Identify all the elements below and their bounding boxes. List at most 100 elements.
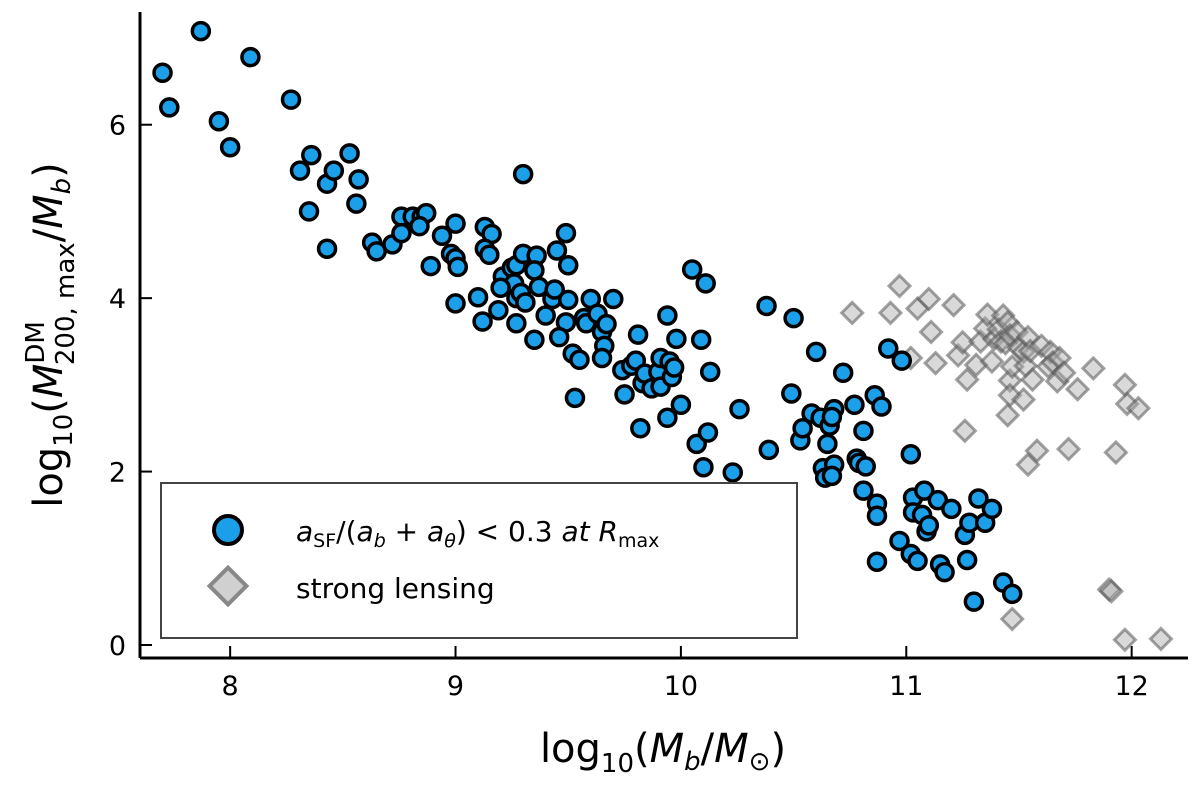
lensing-point [1103, 439, 1129, 466]
galaxy-point [557, 289, 579, 311]
lensing-point [918, 319, 944, 345]
legend-box [160, 482, 798, 639]
galaxy-point [781, 383, 802, 404]
galaxy-point [907, 550, 928, 572]
galaxy-point [866, 505, 888, 527]
x-tick-label: 9 [447, 671, 464, 702]
galaxy-point [891, 350, 913, 371]
lensing-point [979, 348, 1005, 375]
axis-ticks: 8 9 10 11 12 0 2 4 6 [109, 111, 1149, 702]
lensing-point [954, 367, 980, 393]
legend-marker-circle [212, 514, 244, 546]
lensing-point [1148, 626, 1174, 652]
galaxy-point [339, 143, 360, 164]
galaxy-point [152, 62, 173, 83]
legend-label-lensing: strong lensing [296, 572, 495, 605]
y-tick-label: 2 [109, 458, 126, 489]
galaxy-point [693, 456, 714, 478]
galaxy-point [479, 244, 500, 266]
galaxy-point [316, 238, 338, 259]
lensing-point [1112, 627, 1138, 653]
galaxy-point [729, 398, 750, 420]
galaxy-point [546, 240, 568, 261]
x-axis-title: log10(Mb/M⊙) [540, 726, 786, 779]
galaxy-point [697, 422, 719, 443]
x-tick-label: 12 [1114, 671, 1148, 702]
x-tick-label: 8 [222, 671, 239, 702]
lensing-point [1051, 360, 1077, 386]
galaxy-point [681, 259, 703, 280]
lensing-point [952, 418, 978, 444]
galaxy-point [918, 515, 940, 536]
galaxy-point [666, 328, 687, 350]
galaxy-point [420, 255, 441, 277]
galaxy-point [1001, 583, 1023, 605]
galaxy-point [981, 498, 1003, 520]
galaxy-point [445, 213, 466, 234]
galaxy-point [391, 222, 412, 244]
lensing-point [886, 273, 913, 299]
lensing-point [1112, 372, 1138, 398]
galaxy-point [821, 465, 843, 487]
galaxy-point [963, 591, 985, 612]
y-tick-label: 6 [109, 111, 126, 142]
galaxy-point [431, 225, 453, 246]
lensing-point [877, 300, 904, 326]
galaxy-point [783, 307, 804, 329]
galaxy-point [208, 111, 230, 132]
galaxy-point [557, 254, 579, 276]
galaxy-point [564, 387, 586, 409]
galaxy-point [298, 201, 320, 222]
galaxy-point [630, 417, 651, 439]
galaxy-point [853, 420, 874, 442]
galaxy-point [490, 277, 511, 298]
galaxy-point [515, 292, 536, 313]
galaxy-point [346, 193, 367, 214]
galaxy-point [690, 329, 712, 351]
galaxy-point [159, 97, 180, 118]
galaxy-point [657, 407, 678, 429]
galaxy-point [603, 288, 624, 310]
galaxy-point [670, 394, 692, 416]
galaxy-point [695, 273, 716, 294]
galaxy-point [467, 287, 489, 308]
galaxy-point [871, 396, 892, 417]
legend-label-sf: aSF/(ab + aθ) < 0.3 at Rmax [296, 515, 659, 552]
lensing-point [1019, 367, 1046, 393]
lensing-point [1024, 438, 1050, 464]
legend: aSF/(ab + aθ) < 0.3 at Rmax strong lensi… [160, 482, 798, 639]
galaxy-point [301, 144, 322, 166]
lensing-point [974, 302, 1001, 328]
lensing-point [999, 606, 1025, 632]
galaxy-point [348, 169, 369, 190]
lensing-point [1098, 578, 1124, 604]
y-axis-title: log10(MDM200, max/Mb) [21, 162, 81, 508]
lensing-point [1125, 395, 1152, 421]
galaxy-point [524, 260, 545, 281]
galaxy-point [323, 160, 345, 181]
galaxy-point [544, 279, 565, 300]
galaxy-point [535, 305, 556, 326]
lensing-point [839, 300, 865, 326]
galaxy-point [855, 456, 876, 477]
lensing-point [1044, 368, 1070, 395]
galaxy-point [699, 361, 721, 383]
galaxy-point [569, 349, 590, 370]
svg-text:log10(Mb/M⊙): log10(Mb/M⊙) [540, 726, 786, 779]
galaxy-point [219, 137, 241, 158]
galaxy-point [663, 357, 685, 378]
legend-marker-diamond [206, 564, 250, 608]
galaxy-point [821, 406, 843, 428]
galaxy-point [941, 498, 962, 520]
galaxy-point [512, 163, 534, 185]
galaxy-point [596, 313, 617, 335]
x-tick-label: 11 [889, 671, 923, 702]
galaxy-point [889, 530, 910, 552]
galaxy-point [900, 443, 922, 465]
galaxy-point [548, 326, 570, 348]
galaxy-point [877, 338, 899, 359]
galaxy-point [792, 417, 813, 439]
galaxy-point [817, 433, 838, 455]
galaxy-point [447, 256, 469, 278]
lensing-point [995, 402, 1021, 428]
